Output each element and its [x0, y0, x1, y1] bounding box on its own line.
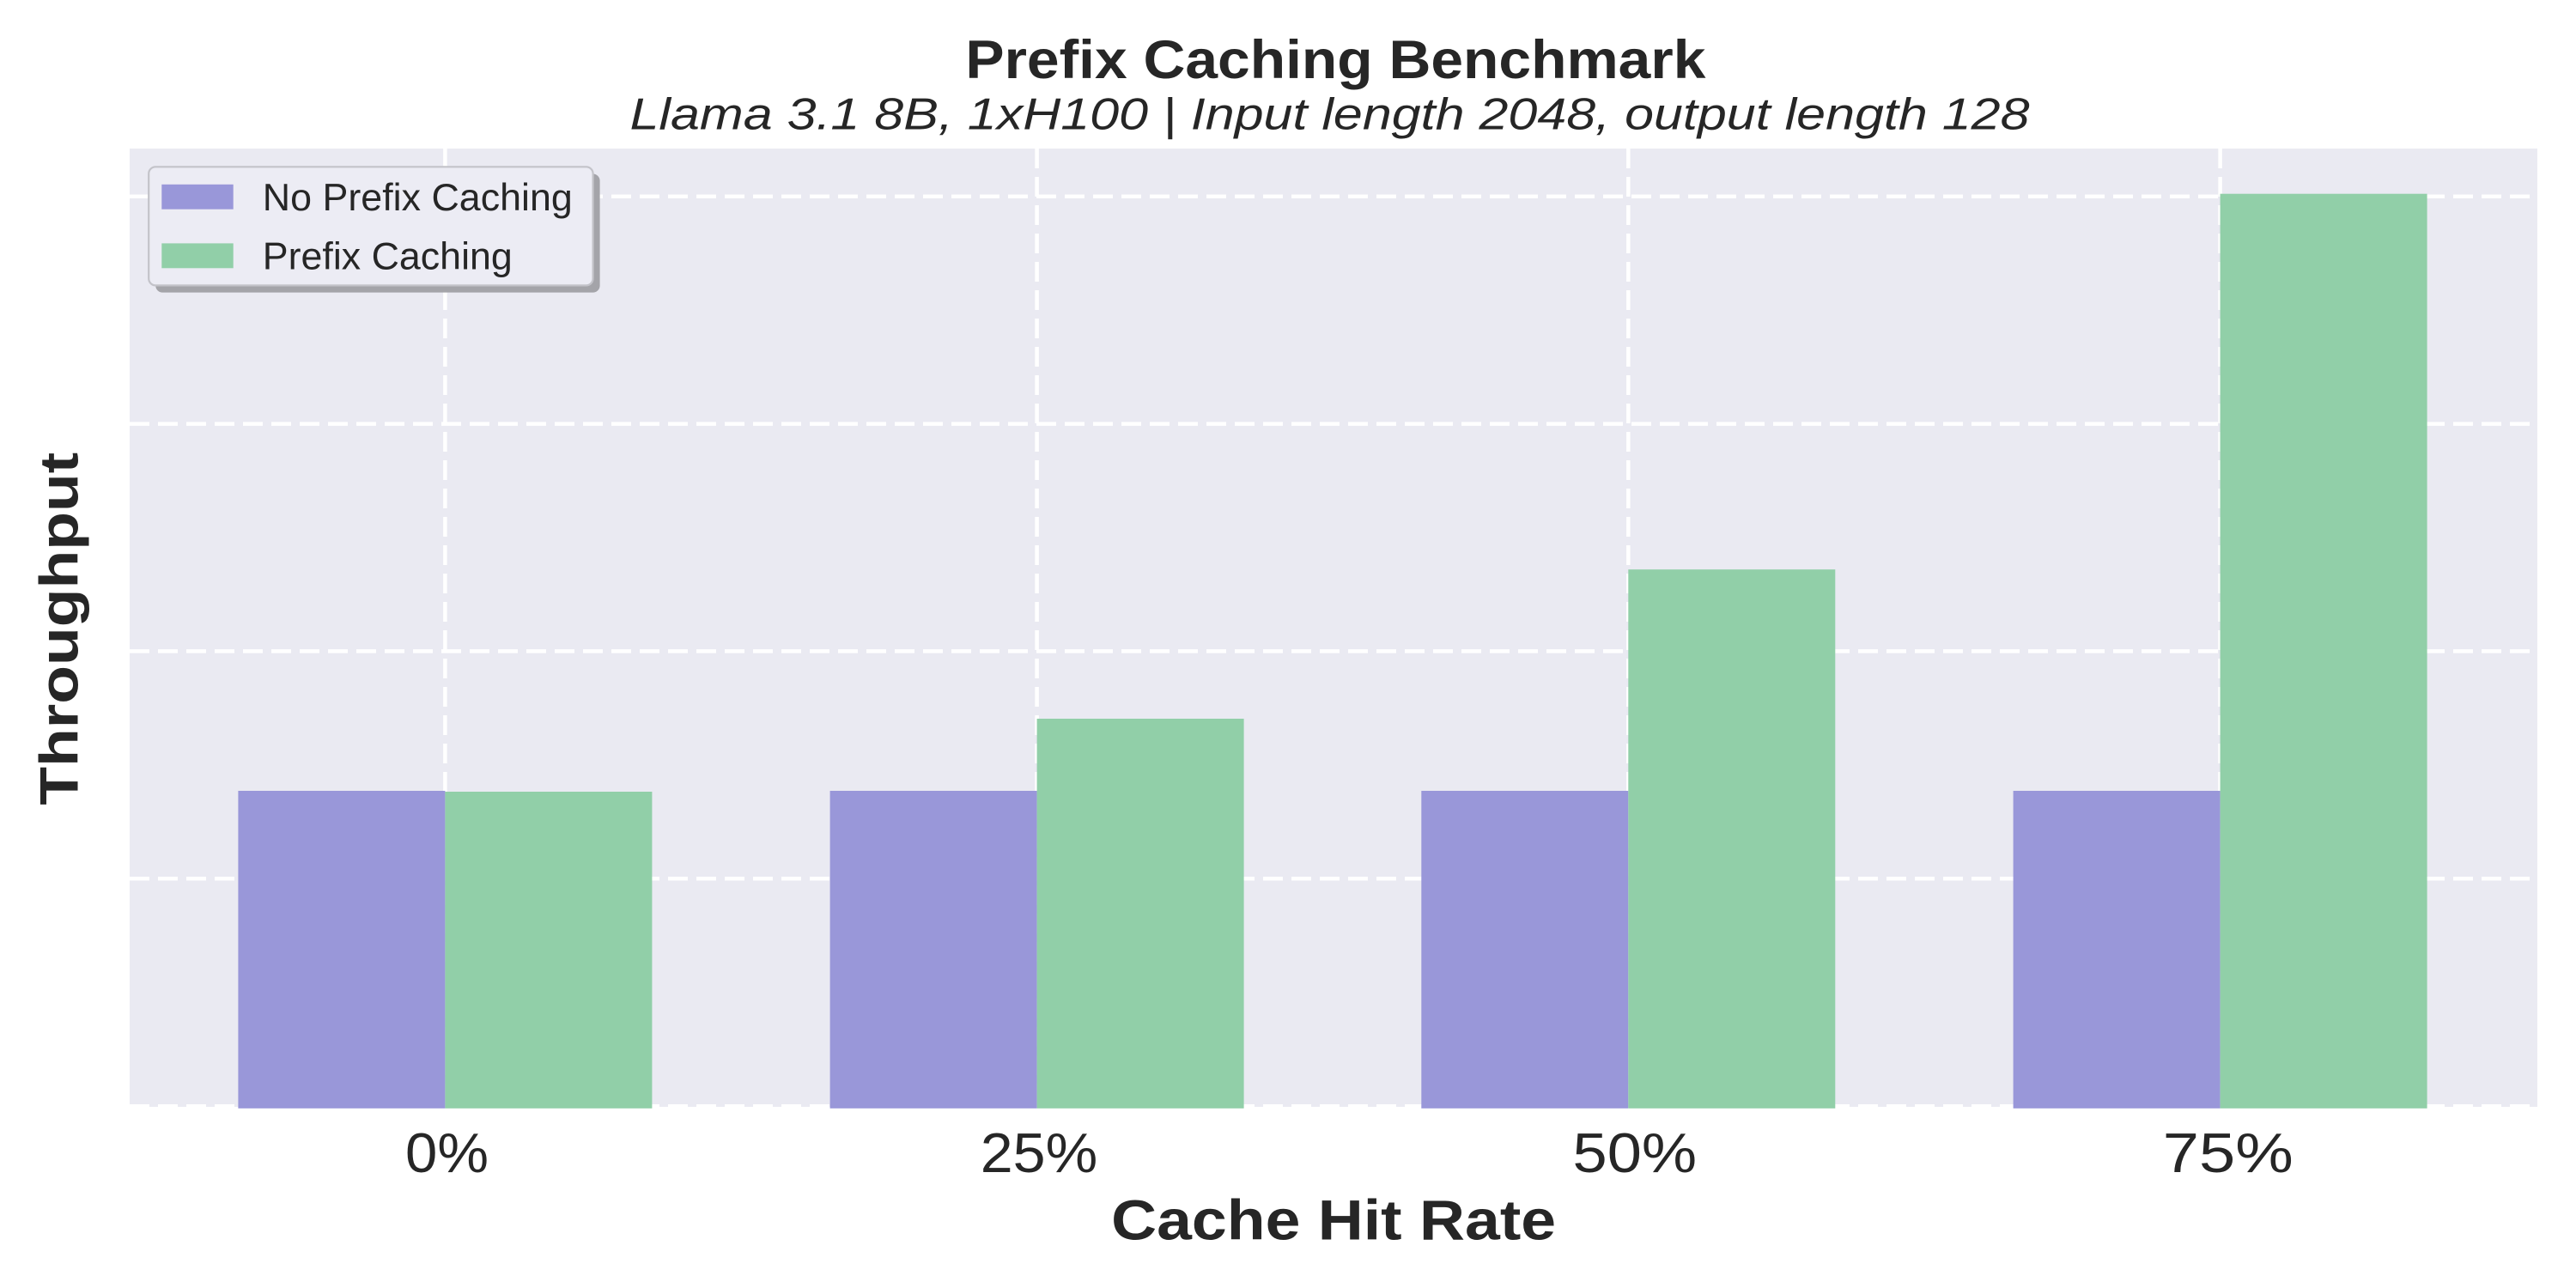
- svg-text:Llama 3.1 8B, 1xH100 | Input l: Llama 3.1 8B, 1xH100 | Input length 2048…: [630, 90, 2030, 140]
- svg-text:Prefix Caching Benchmark: Prefix Caching Benchmark: [965, 30, 1706, 90]
- svg-text:Throughput: Throughput: [30, 453, 90, 805]
- svg-text:50%: 50%: [1573, 1121, 1698, 1184]
- svg-text:Prefix Caching: Prefix Caching: [263, 236, 513, 278]
- svg-text:No Prefix Caching: No Prefix Caching: [263, 177, 573, 219]
- svg-text:25%: 25%: [981, 1121, 1098, 1184]
- svg-text:0%: 0%: [405, 1121, 489, 1184]
- svg-text:75%: 75%: [2163, 1121, 2293, 1184]
- svg-text:Cache Hit Rate: Cache Hit Rate: [1111, 1188, 1556, 1251]
